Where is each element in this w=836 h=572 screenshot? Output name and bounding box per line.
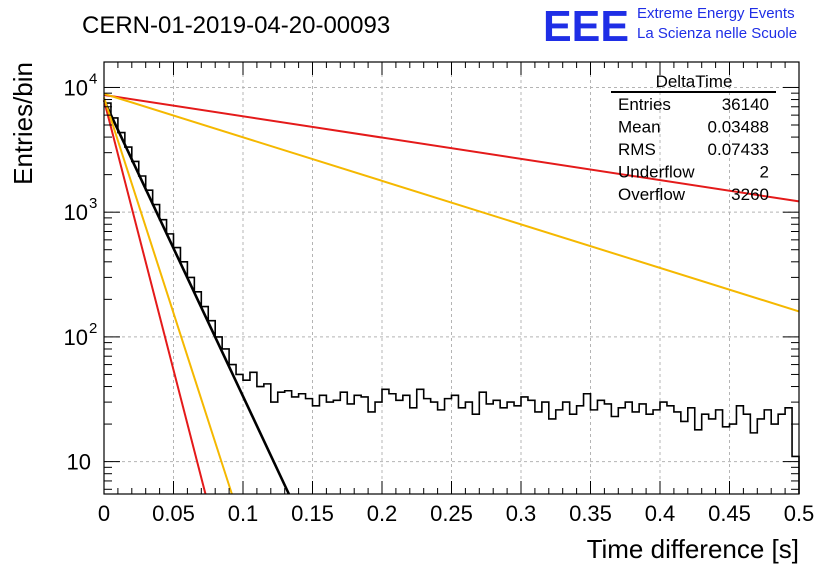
fit-line-0 bbox=[102, 99, 291, 495]
y-tick-label: 10 bbox=[64, 200, 88, 225]
x-tick-label: 0.1 bbox=[228, 501, 259, 526]
stats-row-value: 0.07433 bbox=[708, 140, 769, 159]
stats-row-value: 0.03488 bbox=[708, 118, 769, 137]
fit-lines-layer bbox=[102, 92, 800, 495]
stats-row-label: Mean bbox=[618, 118, 661, 137]
y-tick-label: 10 bbox=[67, 450, 91, 475]
stats-row-label: Underflow bbox=[618, 163, 695, 182]
run-title: CERN-01-2019-04-20-00093 bbox=[82, 12, 390, 39]
x-tick-label: 0.4 bbox=[645, 501, 676, 526]
stats-row-label: Entries bbox=[618, 95, 671, 114]
x-tick-label: 0.05 bbox=[152, 501, 195, 526]
eee-logo-line1: Extreme Energy Events bbox=[637, 5, 795, 22]
stats-row-value: 3260 bbox=[731, 185, 769, 204]
x-tick-label: 0.3 bbox=[506, 501, 537, 526]
stats-title: DeltaTime bbox=[656, 72, 733, 91]
y-tick-exponent: 2 bbox=[89, 320, 97, 337]
x-tick-label: 0.15 bbox=[291, 501, 334, 526]
fit-line-2 bbox=[103, 99, 207, 495]
x-tick-label: 0.45 bbox=[708, 501, 751, 526]
x-tick-label: 0.35 bbox=[569, 501, 612, 526]
stats-row-value: 2 bbox=[760, 163, 769, 182]
x-tick-label: 0.5 bbox=[784, 501, 815, 526]
eee-logo: EEE Extreme Energy Events La Scienza nel… bbox=[543, 2, 797, 51]
y-tick-label: 10 bbox=[64, 325, 88, 350]
stats-rows: Entries 36140 Mean 0.03488 RMS 0.07433 Underfl… bbox=[618, 95, 769, 204]
eee-logo-line2: La Scienza nelle Scuole bbox=[637, 25, 797, 42]
stats-box: DeltaTime Entries 36140 Mean 0.03488 RMS 0.07… bbox=[611, 72, 776, 204]
fit-line-1 bbox=[103, 94, 800, 203]
eee-logo-text: EEE bbox=[543, 2, 629, 51]
x-tick-label: 0.25 bbox=[430, 501, 473, 526]
x-tick-labels: 0 0.05 0.1 0.15 0.2 0.25 0.3 0.35 0.4 0.45 0.5 bbox=[98, 501, 814, 526]
y-tick-label: 10 bbox=[64, 75, 88, 100]
y-axis-title: Entries/bin bbox=[8, 62, 38, 185]
fit-line-4 bbox=[103, 97, 233, 495]
stats-row-label: Overflow bbox=[618, 185, 686, 204]
y-tick-exponent: 4 bbox=[89, 70, 97, 87]
axis-ticks bbox=[103, 62, 800, 494]
stats-row-label: RMS bbox=[618, 140, 656, 159]
x-tick-label: 0.2 bbox=[367, 501, 398, 526]
histogram-step-line bbox=[104, 102, 800, 494]
x-axis-title: Time difference [s] bbox=[587, 534, 799, 564]
stats-row-value: 36140 bbox=[722, 95, 769, 114]
histogram-layer bbox=[104, 102, 800, 494]
x-tick-label: 0 bbox=[98, 501, 110, 526]
fit-line-3 bbox=[103, 92, 800, 313]
y-tick-exponent: 3 bbox=[89, 195, 97, 212]
